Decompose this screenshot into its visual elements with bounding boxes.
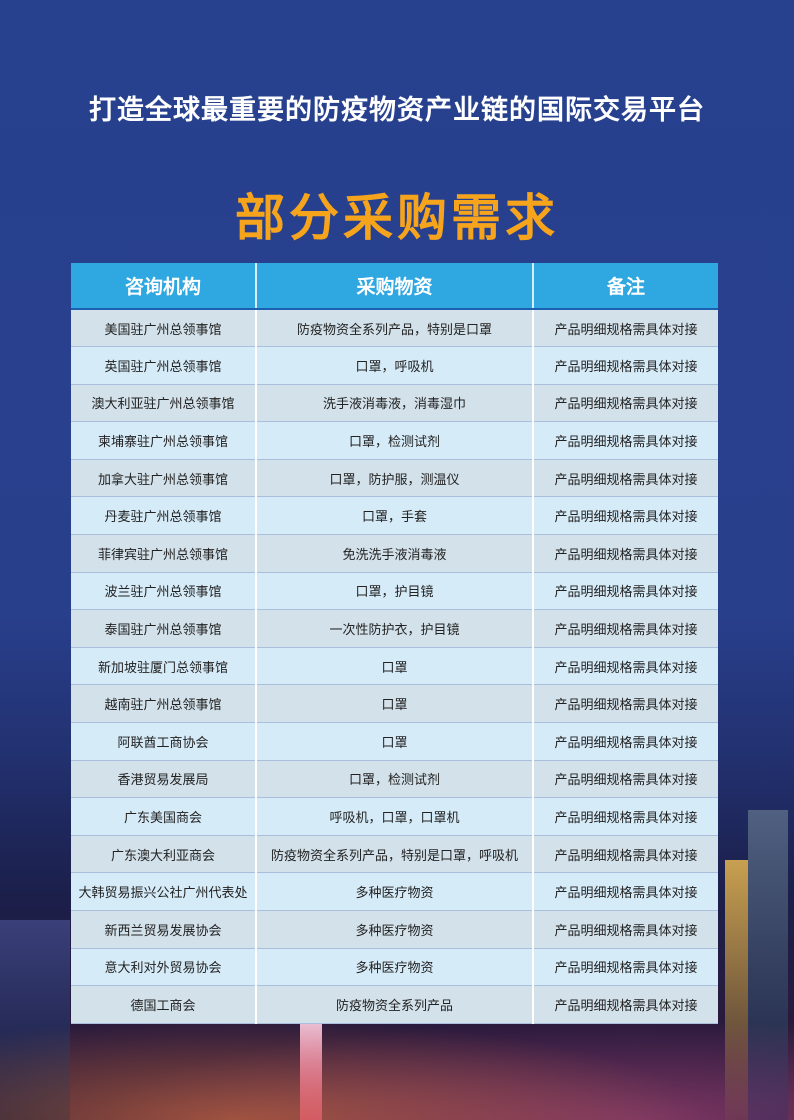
table-row: 菲律宾驻广州总领事馆 免洗洗手液消毒液 产品明细规格需具体对接: [71, 534, 718, 573]
cell-materials: 一次性防护衣，护目镜: [256, 609, 534, 648]
table-row: 柬埔寨驻广州总领事馆 口罩，检测试剂 产品明细规格需具体对接: [71, 421, 718, 460]
cell-materials: 口罩: [256, 722, 534, 761]
cell-institution: 新西兰贸易发展协会: [71, 910, 257, 949]
cell-notes: 产品明细规格需具体对接: [533, 647, 718, 686]
table-row: 新西兰贸易发展协会 多种医疗物资 产品明细规格需具体对接: [71, 910, 718, 949]
cell-institution: 广东澳大利亚商会: [71, 835, 257, 874]
cell-institution: 澳大利亚驻广州总领事馆: [71, 384, 257, 423]
cell-notes: 产品明细规格需具体对接: [533, 722, 718, 761]
procurement-table: 咨询机构 采购物资 备注 美国驻广州总领事馆 防疫物资全系列产品，特别是口罩 产品明…: [71, 263, 718, 1024]
cell-institution: 新加坡驻厦门总领事馆: [71, 647, 257, 686]
cell-institution: 广东美国商会: [71, 797, 257, 836]
cell-notes: 产品明细规格需具体对接: [533, 346, 718, 385]
table-row: 波兰驻广州总领事馆 口罩，护目镜 产品明细规格需具体对接: [71, 572, 718, 611]
table-row: 广东澳大利亚商会 防疫物资全系列产品，特别是口罩，呼吸机 产品明细规格需具体对接: [71, 835, 718, 874]
cell-institution: 阿联酋工商协会: [71, 722, 257, 761]
cell-institution: 英国驻广州总领事馆: [71, 346, 257, 385]
cell-institution: 柬埔寨驻广州总领事馆: [71, 421, 257, 460]
cell-materials: 防疫物资全系列产品，特别是口罩，呼吸机: [256, 835, 534, 874]
cell-materials: 防疫物资全系列产品，特别是口罩: [256, 309, 534, 348]
header-notes: 备注: [533, 263, 718, 310]
table-row: 英国驻广州总领事馆 口罩，呼吸机 产品明细规格需具体对接: [71, 346, 718, 385]
cell-notes: 产品明细规格需具体对接: [533, 910, 718, 949]
cell-materials: 口罩，检测试剂: [256, 421, 534, 460]
cell-institution: 意大利对外贸易协会: [71, 948, 257, 987]
cell-institution: 菲律宾驻广州总领事馆: [71, 534, 257, 573]
cell-institution: 丹麦驻广州总领事馆: [71, 496, 257, 536]
table-row: 德国工商会 防疫物资全系列产品 产品明细规格需具体对接: [71, 985, 718, 1024]
cell-materials: 口罩，护目镜: [256, 572, 534, 611]
table-row: 香港贸易发展局 口罩，检测试剂 产品明细规格需具体对接: [71, 760, 718, 799]
cell-materials: 口罩，检测试剂: [256, 760, 534, 799]
cell-materials: 口罩，呼吸机: [256, 346, 534, 385]
cell-notes: 产品明细规格需具体对接: [533, 684, 718, 724]
cell-notes: 产品明细规格需具体对接: [533, 534, 718, 573]
table-header-row: 咨询机构 采购物资 备注: [71, 263, 718, 310]
cell-notes: 产品明细规格需具体对接: [533, 948, 718, 987]
cell-institution: 德国工商会: [71, 985, 257, 1024]
cell-notes: 产品明细规格需具体对接: [533, 309, 718, 348]
cell-institution: 波兰驻广州总领事馆: [71, 572, 257, 611]
cell-notes: 产品明细规格需具体对接: [533, 459, 718, 498]
cell-notes: 产品明细规格需具体对接: [533, 421, 718, 460]
table-row: 加拿大驻广州总领事馆 口罩，防护服，测温仪 产品明细规格需具体对接: [71, 459, 718, 498]
page-title: 部分采购需求: [235, 189, 559, 247]
table-row: 新加坡驻厦门总领事馆 口罩 产品明细规格需具体对接: [71, 647, 718, 686]
table-row: 美国驻广州总领事馆 防疫物资全系列产品，特别是口罩 产品明细规格需具体对接: [71, 309, 718, 348]
table-row: 澳大利亚驻广州总领事馆 洗手液消毒液，消毒湿巾 产品明细规格需具体对接: [71, 384, 718, 423]
cell-notes: 产品明细规格需具体对接: [533, 496, 718, 536]
cell-materials: 防疫物资全系列产品: [256, 985, 534, 1024]
cell-notes: 产品明细规格需具体对接: [533, 985, 718, 1024]
cell-materials: 口罩: [256, 684, 534, 724]
table-row: 阿联酋工商协会 口罩 产品明细规格需具体对接: [71, 722, 718, 761]
table-row: 意大利对外贸易协会 多种医疗物资 产品明细规格需具体对接: [71, 948, 718, 987]
cell-materials: 洗手液消毒液，消毒湿巾: [256, 384, 534, 423]
cell-notes: 产品明细规格需具体对接: [533, 872, 718, 911]
table-row: 大韩贸易振兴公社广州代表处 多种医疗物资 产品明细规格需具体对接: [71, 872, 718, 911]
cell-materials: 多种医疗物资: [256, 948, 534, 987]
cell-materials: 多种医疗物资: [256, 910, 534, 949]
cell-institution: 泰国驻广州总领事馆: [71, 609, 257, 648]
cell-notes: 产品明细规格需具体对接: [533, 797, 718, 836]
cell-materials: 免洗洗手液消毒液: [256, 534, 534, 573]
cell-institution: 加拿大驻广州总领事馆: [71, 459, 257, 498]
cell-materials: 多种医疗物资: [256, 872, 534, 911]
cell-notes: 产品明细规格需具体对接: [533, 384, 718, 423]
table-row: 广东美国商会 呼吸机，口罩，口罩机 产品明细规格需具体对接: [71, 797, 718, 836]
cell-materials: 口罩: [256, 647, 534, 686]
table-row: 越南驻广州总领事馆 口罩 产品明细规格需具体对接: [71, 684, 718, 724]
cell-institution: 美国驻广州总领事馆: [71, 309, 257, 348]
cell-notes: 产品明细规格需具体对接: [533, 572, 718, 611]
cell-institution: 香港贸易发展局: [71, 760, 257, 799]
table-row: 泰国驻广州总领事馆 一次性防护衣，护目镜 产品明细规格需具体对接: [71, 609, 718, 648]
header-materials: 采购物资: [256, 263, 534, 310]
subtitle: 打造全球最重要的防疫物资产业链的国际交易平台: [89, 95, 705, 126]
cell-notes: 产品明细规格需具体对接: [533, 609, 718, 648]
cell-materials: 口罩，防护服，测温仪: [256, 459, 534, 498]
header-institution: 咨询机构: [71, 263, 257, 310]
cell-notes: 产品明细规格需具体对接: [533, 835, 718, 874]
cell-materials: 呼吸机，口罩，口罩机: [256, 797, 534, 836]
cell-institution: 大韩贸易振兴公社广州代表处: [71, 872, 257, 911]
table-row: 丹麦驻广州总领事馆 口罩，手套 产品明细规格需具体对接: [71, 496, 718, 536]
cell-institution: 越南驻广州总领事馆: [71, 684, 257, 724]
cell-materials: 口罩，手套: [256, 496, 534, 536]
cell-notes: 产品明细规格需具体对接: [533, 760, 718, 799]
